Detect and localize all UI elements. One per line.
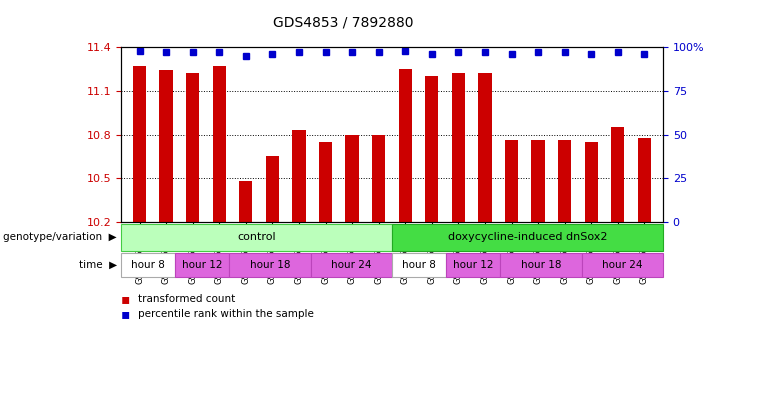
- Bar: [266, 156, 279, 222]
- Bar: [399, 69, 412, 222]
- Bar: [213, 66, 226, 222]
- Bar: [558, 140, 571, 222]
- Text: ▪: ▪: [121, 292, 130, 306]
- Text: control: control: [237, 232, 276, 242]
- Bar: [319, 142, 332, 222]
- Text: time  ▶: time ▶: [79, 260, 117, 270]
- Text: hour 8: hour 8: [131, 260, 165, 270]
- Bar: [584, 142, 598, 222]
- Text: ▪: ▪: [121, 307, 130, 321]
- Bar: [292, 130, 306, 222]
- Text: GDS4853 / 7892880: GDS4853 / 7892880: [273, 15, 413, 29]
- Text: genotype/variation  ▶: genotype/variation ▶: [3, 232, 117, 242]
- Bar: [638, 138, 651, 222]
- Text: hour 24: hour 24: [602, 260, 643, 270]
- Bar: [159, 70, 172, 222]
- Bar: [612, 127, 625, 222]
- Bar: [425, 76, 438, 222]
- Bar: [505, 140, 518, 222]
- Text: percentile rank within the sample: percentile rank within the sample: [138, 309, 314, 319]
- Bar: [186, 73, 200, 222]
- Bar: [531, 140, 544, 222]
- Text: doxycycline-induced dnSox2: doxycycline-induced dnSox2: [448, 232, 607, 242]
- Bar: [133, 66, 146, 222]
- Bar: [239, 181, 253, 222]
- Bar: [346, 134, 359, 222]
- Text: hour 12: hour 12: [453, 260, 494, 270]
- Bar: [452, 73, 465, 222]
- Text: hour 24: hour 24: [331, 260, 371, 270]
- Text: hour 8: hour 8: [402, 260, 436, 270]
- Text: hour 12: hour 12: [182, 260, 222, 270]
- Bar: [478, 73, 491, 222]
- Bar: [372, 134, 385, 222]
- Text: transformed count: transformed count: [138, 294, 236, 304]
- Text: hour 18: hour 18: [521, 260, 562, 270]
- Text: hour 18: hour 18: [250, 260, 290, 270]
